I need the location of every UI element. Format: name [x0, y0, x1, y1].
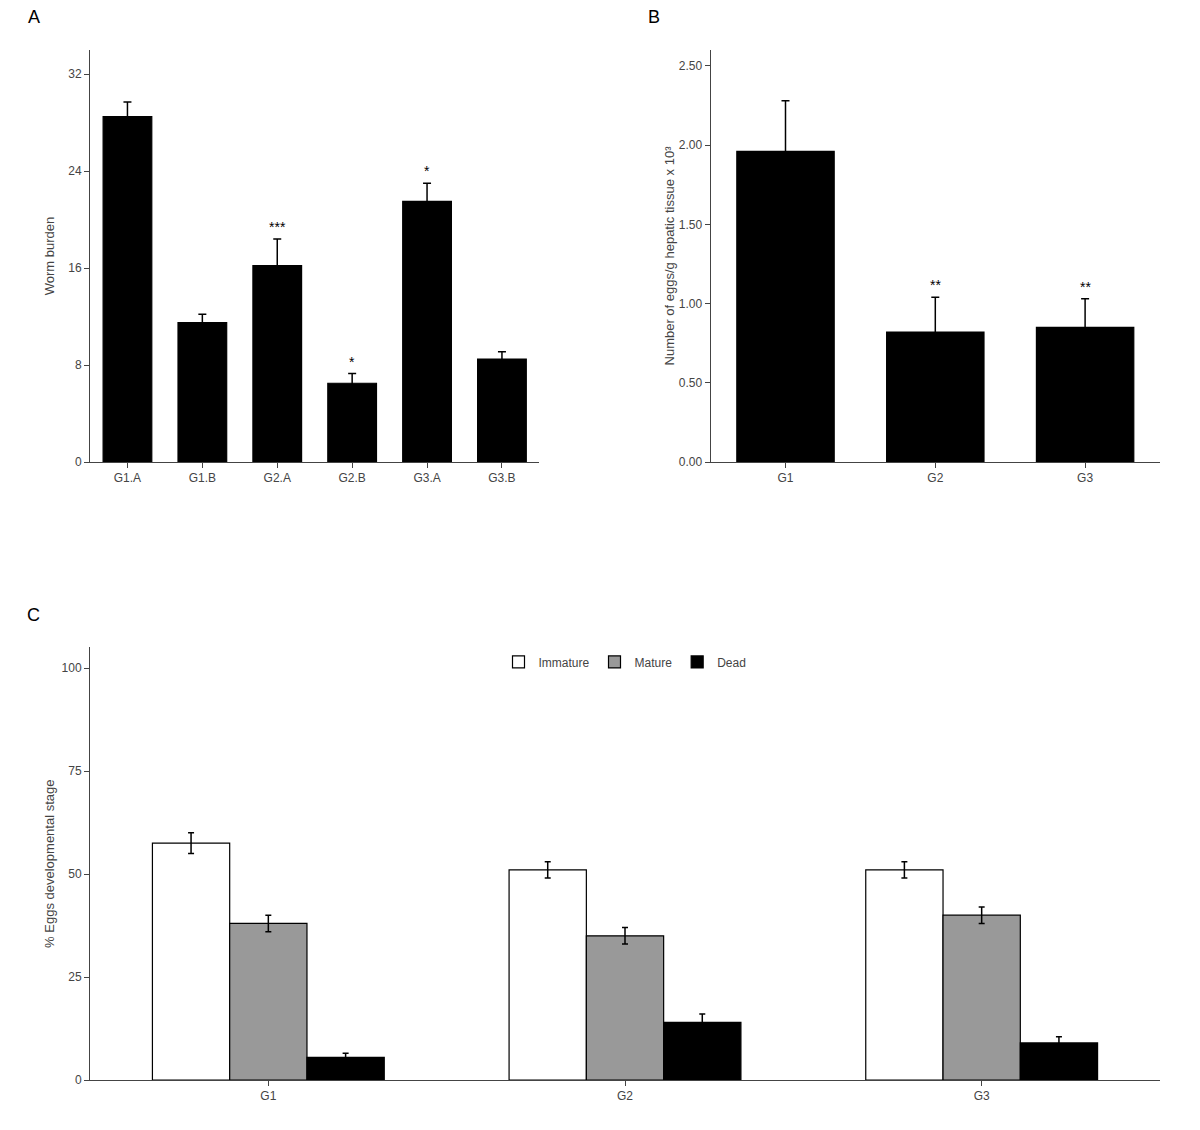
svg-text:Immature: Immature [539, 656, 590, 670]
svg-text:2.00: 2.00 [679, 138, 703, 152]
svg-text:G2: G2 [927, 471, 943, 485]
svg-text:% Eggs developmental stage: % Eggs developmental stage [42, 780, 57, 948]
svg-text:32: 32 [68, 67, 82, 81]
svg-text:0: 0 [75, 1073, 82, 1087]
svg-text:G3.B: G3.B [488, 471, 515, 485]
svg-text:0: 0 [75, 455, 82, 469]
svg-text:24: 24 [68, 164, 82, 178]
svg-text:50: 50 [68, 867, 82, 881]
svg-text:G2: G2 [617, 1089, 633, 1103]
svg-text:*: * [424, 163, 430, 179]
svg-text:A: A [28, 7, 40, 27]
svg-text:B: B [648, 7, 660, 27]
svg-text:Number of eggs/g hepatic tissu: Number of eggs/g hepatic tissue x 10³ [662, 146, 677, 366]
svg-text:16: 16 [68, 261, 82, 275]
svg-text:G1: G1 [260, 1089, 276, 1103]
svg-text:1.00: 1.00 [679, 297, 703, 311]
svg-text:G2.B: G2.B [338, 471, 365, 485]
svg-text:100: 100 [62, 661, 82, 675]
svg-text:0.50: 0.50 [679, 376, 703, 390]
svg-text:**: ** [1080, 279, 1091, 295]
svg-text:G3.A: G3.A [413, 471, 440, 485]
svg-text:C: C [27, 605, 40, 625]
svg-text:25: 25 [68, 970, 82, 984]
svg-text:G1: G1 [777, 471, 793, 485]
svg-text:75: 75 [68, 764, 82, 778]
svg-text:G3: G3 [974, 1089, 990, 1103]
svg-text:G2.A: G2.A [264, 471, 291, 485]
svg-text:Dead: Dead [717, 656, 746, 670]
svg-text:Mature: Mature [635, 656, 673, 670]
svg-text:**: ** [930, 277, 941, 293]
svg-text:0.00: 0.00 [679, 455, 703, 469]
svg-text:G3: G3 [1077, 471, 1093, 485]
svg-text:G1.A: G1.A [114, 471, 141, 485]
svg-text:1.50: 1.50 [679, 218, 703, 232]
svg-text:Worm burden: Worm burden [42, 217, 57, 296]
svg-text:***: *** [269, 219, 286, 235]
svg-text:G1.B: G1.B [189, 471, 216, 485]
svg-text:*: * [349, 354, 355, 370]
svg-text:8: 8 [75, 358, 82, 372]
svg-text:2.50: 2.50 [679, 59, 703, 73]
